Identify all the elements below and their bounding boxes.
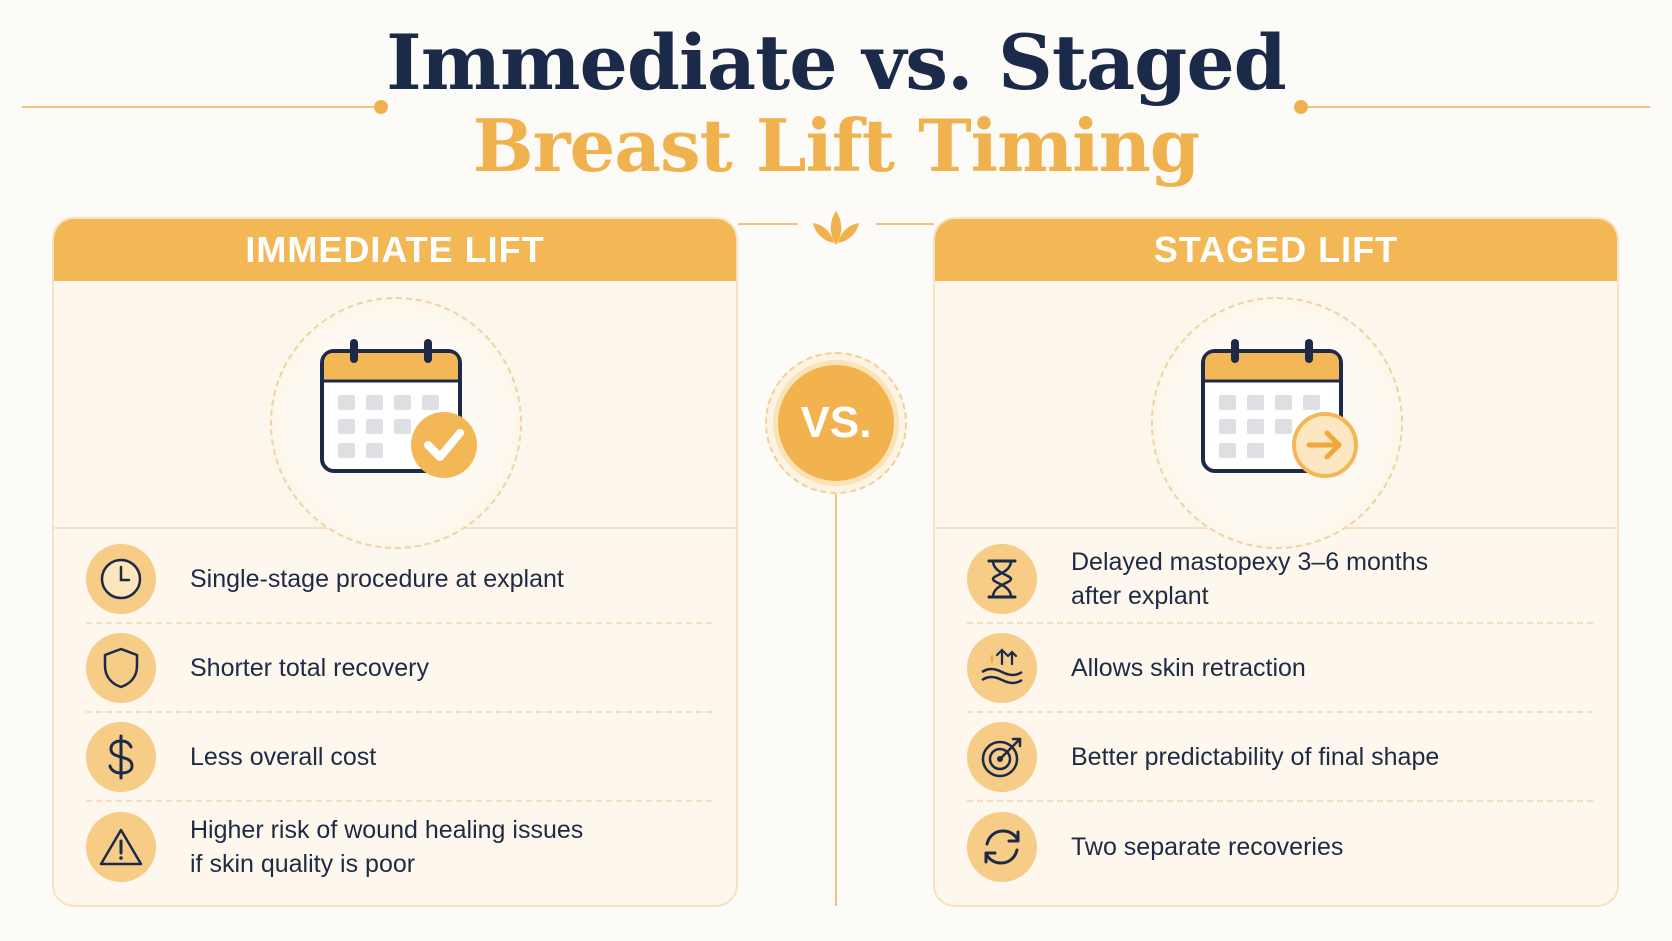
immediate-lift-list: Single-stage procedure at explant Shorte… xyxy=(54,529,736,891)
warning-icon xyxy=(86,811,156,882)
list-item-text: Two separate recoveries xyxy=(1071,832,1344,861)
list-item-text: Shorter total recovery xyxy=(190,653,429,682)
list-item: Delayed mastopexy 3–6 months after explan… xyxy=(967,535,1593,624)
staged-lift-list: Delayed mastopexy 3–6 months after explan… xyxy=(935,529,1617,891)
header-divider-left xyxy=(738,223,798,225)
title-divider-right xyxy=(1308,106,1650,108)
immediate-lift-header: IMMEDIATE LIFT xyxy=(54,219,736,281)
vs-divider-line xyxy=(835,480,837,906)
list-item: Less overall cost xyxy=(86,713,712,802)
hourglass-icon xyxy=(967,543,1037,614)
list-item-text: Higher risk of wound healing issues if sk… xyxy=(190,815,584,878)
list-item: Better predictability of final shape xyxy=(967,713,1593,802)
list-item: Higher risk of wound healing issues if sk… xyxy=(86,802,712,891)
list-item: Two separate recoveries xyxy=(967,802,1593,891)
title-divider-dot-right xyxy=(1294,100,1308,114)
staged-lift-hero xyxy=(935,281,1617,549)
vs-badge: VS. xyxy=(778,365,894,481)
title-divider-dot-left xyxy=(374,100,388,114)
dollar-icon xyxy=(86,721,156,792)
list-item: Shorter total recovery xyxy=(86,624,712,713)
list-item-text: Single-stage procedure at explant xyxy=(190,564,564,593)
list-item-text: Better predictability of final shape xyxy=(1071,742,1440,771)
list-item-text: Less overall cost xyxy=(190,742,377,771)
cycle-icon xyxy=(967,811,1037,882)
immediate-lift-hero xyxy=(54,281,736,549)
list-item: Allows skin retraction xyxy=(967,624,1593,713)
clock-icon xyxy=(86,543,156,614)
page-subtitle: Breast Lift Timing xyxy=(472,103,1201,188)
list-item: Single-stage procedure at explant xyxy=(86,535,712,624)
skin-retraction-icon xyxy=(967,632,1037,703)
calendar-check-icon xyxy=(320,339,477,478)
page-title: Immediate vs. Staged xyxy=(386,18,1287,107)
target-icon xyxy=(967,721,1037,792)
immediate-lift-card: IMMEDIATE LIFT Single-stage procedure at… xyxy=(52,217,738,907)
title-divider-left xyxy=(22,106,378,108)
list-item-text: Allows skin retraction xyxy=(1071,653,1306,682)
list-item-text: Delayed mastopexy 3–6 months after explan… xyxy=(1071,547,1429,610)
staged-lift-card: STAGED LIFT Delayed mastopexy 3–6 months… xyxy=(933,217,1619,907)
calendar-arrow-icon xyxy=(1201,339,1358,478)
shield-icon xyxy=(86,632,156,703)
leaf-ornament-icon xyxy=(813,211,859,245)
staged-lift-header: STAGED LIFT xyxy=(935,219,1617,281)
header-divider-right xyxy=(876,223,934,225)
